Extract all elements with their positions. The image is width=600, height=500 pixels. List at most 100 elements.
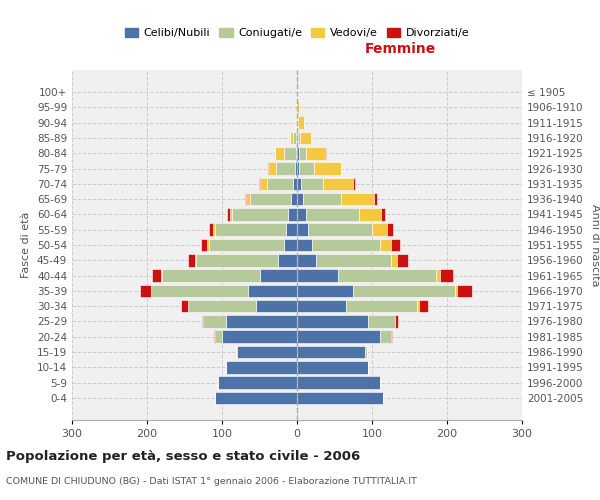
Bar	[353, 178, 355, 190]
Bar	[368, 315, 395, 328]
Bar	[227, 208, 229, 220]
Bar	[297, 178, 301, 190]
Bar	[196, 254, 278, 266]
Bar	[419, 300, 427, 312]
Bar	[203, 315, 226, 328]
Bar	[232, 208, 288, 220]
Bar	[301, 178, 323, 190]
Bar	[297, 284, 353, 297]
Bar	[312, 238, 380, 252]
Legend: Celibi/Nubili, Coniugati/e, Vedovi/e, Divorziati/e: Celibi/Nubili, Coniugati/e, Vedovi/e, Di…	[121, 23, 473, 42]
Bar	[207, 238, 209, 252]
Bar	[259, 178, 260, 190]
Bar	[235, 346, 237, 358]
Bar	[284, 238, 297, 252]
Bar	[215, 330, 222, 343]
Bar	[250, 193, 291, 205]
Bar	[391, 254, 397, 266]
Bar	[297, 238, 312, 252]
Y-axis label: Anni di nascita: Anni di nascita	[590, 204, 600, 286]
Bar	[306, 208, 359, 220]
Bar	[353, 284, 455, 297]
Bar	[195, 254, 196, 266]
Bar	[297, 101, 299, 114]
Bar	[288, 208, 297, 220]
Bar	[297, 376, 380, 389]
Bar	[338, 270, 436, 282]
Bar	[365, 346, 367, 358]
Bar	[297, 116, 298, 129]
Bar	[286, 224, 297, 236]
Bar	[297, 193, 303, 205]
Bar	[417, 300, 419, 312]
Text: COMUNE DI CHIUDUNO (BG) - Dati ISTAT 1° gennaio 2006 - Elaborazione TUTTITALIA.I: COMUNE DI CHIUDUNO (BG) - Dati ISTAT 1° …	[6, 478, 417, 486]
Bar	[323, 178, 353, 190]
Bar	[300, 132, 311, 144]
Bar	[269, 162, 276, 175]
Bar	[245, 193, 246, 205]
Bar	[297, 270, 338, 282]
Bar	[256, 300, 297, 312]
Bar	[341, 193, 374, 205]
Bar	[276, 162, 295, 175]
Text: Popolazione per età, sesso e stato civile - 2006: Popolazione per età, sesso e stato civil…	[6, 450, 360, 463]
Bar	[187, 254, 195, 266]
Bar	[209, 238, 284, 252]
Bar	[181, 300, 188, 312]
Bar	[298, 132, 300, 144]
Bar	[222, 330, 297, 343]
Text: Femmine: Femmine	[365, 42, 436, 56]
Bar	[267, 178, 293, 190]
Bar	[439, 270, 453, 282]
Bar	[226, 315, 297, 328]
Bar	[374, 193, 377, 205]
Bar	[296, 132, 297, 144]
Bar	[297, 132, 298, 144]
Bar	[359, 208, 381, 220]
Bar	[295, 162, 297, 175]
Bar	[391, 330, 392, 343]
Bar	[395, 315, 398, 328]
Bar	[209, 224, 213, 236]
Bar	[387, 224, 393, 236]
Bar	[213, 224, 215, 236]
Bar	[297, 361, 368, 374]
Bar	[295, 116, 296, 129]
Bar	[293, 132, 296, 144]
Bar	[297, 346, 365, 358]
Bar	[293, 178, 297, 190]
Bar	[297, 254, 316, 266]
Bar	[284, 147, 296, 160]
Bar	[268, 162, 269, 175]
Bar	[151, 284, 248, 297]
Bar	[297, 208, 306, 220]
Bar	[201, 238, 207, 252]
Bar	[316, 254, 391, 266]
Bar	[308, 224, 372, 236]
Bar	[380, 330, 391, 343]
Bar	[314, 162, 341, 175]
Bar	[297, 392, 383, 404]
Bar	[188, 300, 256, 312]
Bar	[299, 147, 306, 160]
Bar	[275, 147, 284, 160]
Bar	[297, 300, 346, 312]
Bar	[214, 330, 215, 343]
Bar	[436, 270, 439, 282]
Bar	[397, 254, 408, 266]
Bar	[297, 224, 308, 236]
Bar	[152, 270, 161, 282]
Bar	[306, 147, 325, 160]
Bar	[303, 193, 341, 205]
Bar	[290, 132, 293, 144]
Bar	[215, 392, 297, 404]
Y-axis label: Fasce di età: Fasce di età	[22, 212, 31, 278]
Bar	[161, 270, 162, 282]
Bar	[215, 224, 286, 236]
Bar	[278, 254, 297, 266]
Bar	[391, 238, 400, 252]
Bar	[246, 193, 250, 205]
Bar	[260, 178, 267, 190]
Bar	[248, 284, 297, 297]
Bar	[229, 208, 232, 220]
